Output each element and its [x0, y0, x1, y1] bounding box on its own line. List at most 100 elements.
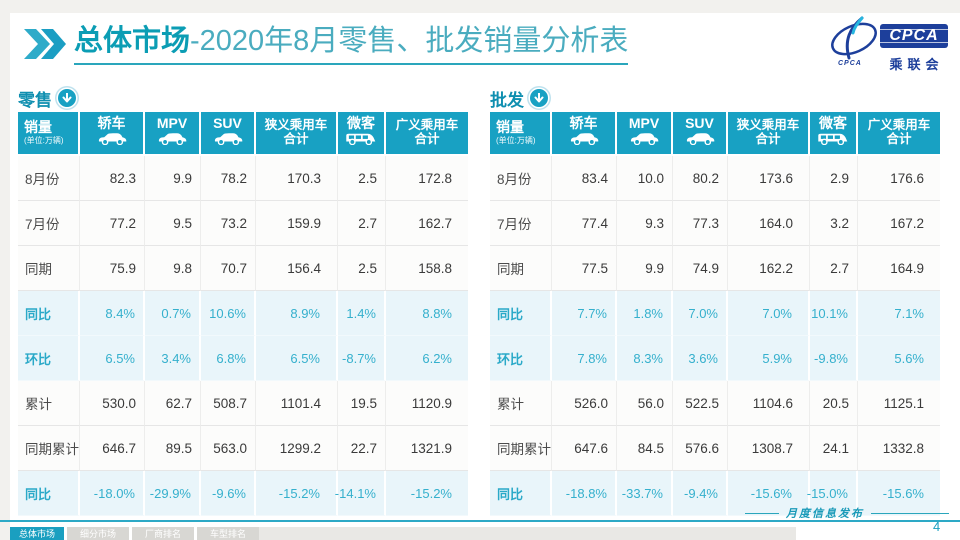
column-label: 轿车	[569, 115, 598, 131]
column-label-line2: 合计	[886, 132, 912, 146]
value-cell: 176.6	[858, 156, 940, 201]
value-cell: 7.1%	[858, 291, 940, 336]
footer-tab-厂商排名[interactable]: 厂商排名	[132, 527, 194, 540]
row-label-cell: 环比	[490, 336, 552, 381]
table-header-row: 销量 (单位:万辆) 轿车 MPV SUV 狭义乘用车 合计 微客 广义乘用车 合计	[18, 112, 468, 154]
value-cell: 8.8%	[386, 291, 468, 336]
value-cell: 3.2	[810, 201, 858, 246]
column-label: 狭义乘用车	[736, 118, 800, 133]
value-cell: 9.9	[145, 156, 201, 201]
row-label-cell: 7月份	[18, 201, 80, 246]
row-label-cell: 同比	[490, 291, 552, 336]
value-cell: 2.7	[338, 201, 386, 246]
stat-title: 销量	[24, 118, 52, 135]
row-label-cell: 同比	[18, 291, 80, 336]
value-cell: -15.2%	[386, 471, 468, 516]
table-row: 同期累计 647.6 84.5 576.6 1308.7 24.1 1332.8	[490, 426, 940, 471]
value-cell: 5.6%	[858, 336, 940, 381]
row-label-cell: 同期累计	[18, 426, 80, 471]
value-cell: 522.5	[673, 381, 728, 426]
table-row: 8月份 83.4 10.0 80.2 173.6 2.9 176.6	[490, 156, 940, 201]
value-cell: 24.1	[810, 426, 858, 471]
release-caption: 月度信息发布	[745, 505, 960, 521]
release-dash-right	[871, 512, 949, 514]
column-label: MPV	[156, 115, 188, 131]
value-cell: 6.2%	[386, 336, 468, 381]
value-cell: 84.5	[617, 426, 673, 471]
wholesale-section-head: 批发	[490, 86, 940, 110]
wholesale-panel: 批发 销量 (单位:万辆) 轿车 MPV SUV 狭义乘用车 合计 微客 广义乘用车 合计 8月份 8…	[490, 86, 940, 516]
value-cell: 173.6	[728, 156, 810, 201]
value-cell: 9.9	[617, 246, 673, 291]
footer-tab-总体市场[interactable]: 总体市场	[10, 527, 64, 540]
retail-panel: 零售 销量 (单位:万辆) 轿车 MPV SUV 狭义乘用车 合计 微客 广义乘用车 合计 8月份 8…	[18, 86, 468, 516]
value-cell: 3.4%	[145, 336, 201, 381]
value-cell: 162.2	[728, 246, 810, 291]
value-cell: -29.9%	[145, 471, 201, 516]
value-cell: 164.0	[728, 201, 810, 246]
logo-small-text: CPCA	[838, 60, 862, 67]
footer-tab-细分市场[interactable]: 细分市场	[67, 527, 129, 540]
slide-header: 总体市场-2020年8月零售、批发销量分析表	[24, 24, 629, 72]
table-row: 同期累计 646.7 89.5 563.0 1299.2 22.7 1321.9	[18, 426, 468, 471]
value-cell: 22.7	[338, 426, 386, 471]
value-cell: 77.5	[552, 246, 617, 291]
table-row: 环比 6.5% 3.4% 6.8% 6.5% -8.7% 6.2%	[18, 336, 468, 381]
row-label-cell: 累计	[490, 381, 552, 426]
column-label: 广义乘用车	[867, 118, 931, 133]
value-cell: 9.3	[617, 201, 673, 246]
value-cell: 2.9	[810, 156, 858, 201]
column-header-cell: MPV	[617, 112, 673, 154]
value-cell: 3.6%	[673, 336, 728, 381]
table-row: 同比 -18.8% -33.7% -9.4% -15.6% -15.0% -15.6%	[490, 471, 940, 516]
value-cell: 530.0	[80, 381, 145, 426]
stat-header-cell: 销量 (单位:万辆)	[490, 112, 552, 154]
value-cell: 77.4	[552, 201, 617, 246]
value-cell: 647.6	[552, 426, 617, 471]
value-cell: 80.2	[673, 156, 728, 201]
column-label-line2: 合计	[283, 132, 309, 146]
car-icon	[684, 131, 716, 150]
row-label-cell: 8月份	[490, 156, 552, 201]
double-right-chevron-icon	[24, 29, 66, 64]
column-header-cell: 微客	[338, 112, 386, 154]
column-header-cell: 狭义乘用车 合计	[728, 112, 810, 154]
table-row: 同期 77.5 9.9 74.9 162.2 2.7 164.9	[490, 246, 940, 291]
value-cell: 56.0	[617, 381, 673, 426]
value-cell: 89.5	[145, 426, 201, 471]
logo-line	[880, 29, 948, 30]
column-label: SUV	[213, 115, 242, 131]
value-cell: 8.3%	[617, 336, 673, 381]
value-cell: -15.2%	[256, 471, 338, 516]
footer-tab-车型排名[interactable]: 车型排名	[197, 527, 259, 540]
value-cell: 1101.4	[256, 381, 338, 426]
value-cell: 646.7	[80, 426, 145, 471]
column-header-cell: 微客	[810, 112, 858, 154]
value-cell: 70.7	[201, 246, 256, 291]
row-label-cell: 累计	[18, 381, 80, 426]
row-label-cell: 同比	[18, 471, 80, 516]
table-header-row: 销量 (单位:万辆) 轿车 MPV SUV 狭义乘用车 合计 微客 广义乘用车 合计	[490, 112, 940, 154]
column-header-cell: SUV	[201, 112, 256, 154]
table-row: 累计 526.0 56.0 522.5 1104.6 20.5 1125.1	[490, 381, 940, 426]
column-label: 轿车	[97, 115, 126, 131]
table-row: 累计 530.0 62.7 508.7 1101.4 19.5 1120.9	[18, 381, 468, 426]
value-cell: 1104.6	[728, 381, 810, 426]
value-cell: 6.5%	[256, 336, 338, 381]
value-cell: 7.8%	[552, 336, 617, 381]
value-cell: 172.8	[386, 156, 468, 201]
value-cell: 77.3	[673, 201, 728, 246]
column-header-cell: MPV	[145, 112, 201, 154]
row-label-cell: 环比	[18, 336, 80, 381]
value-cell: 74.9	[673, 246, 728, 291]
column-label-line2: 合计	[755, 132, 781, 146]
stat-unit: (单位:万辆)	[496, 136, 536, 146]
cpca-swoosh-icon	[828, 16, 880, 67]
value-cell: -15.6%	[728, 471, 810, 516]
value-cell: 170.3	[256, 156, 338, 201]
footer-divider-line	[0, 520, 960, 522]
value-cell: 7.7%	[552, 291, 617, 336]
value-cell: 6.8%	[201, 336, 256, 381]
page-number: 4	[933, 519, 941, 534]
value-cell: 8.9%	[256, 291, 338, 336]
